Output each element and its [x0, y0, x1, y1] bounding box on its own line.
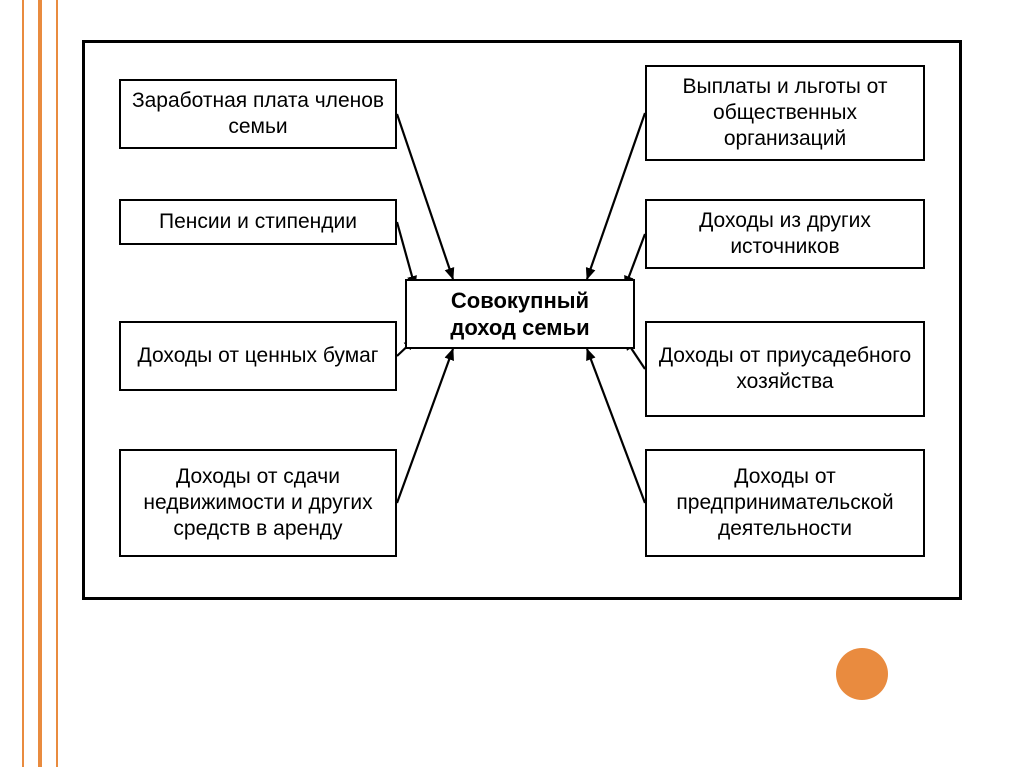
node-label: Доходы из других источников [657, 208, 913, 261]
node-label: Выплаты и льготы от общественных организ… [657, 74, 913, 153]
accent-dot [836, 648, 888, 700]
center-box: Совокупный доход семьи [405, 279, 635, 349]
node-r1: Выплаты и льготы от общественных организ… [645, 65, 925, 161]
node-label: Пенсии и стипендии [159, 209, 357, 235]
node-label: Заработная плата членов семьи [131, 88, 385, 141]
node-label: Доходы от приусадебного хозяйства [657, 343, 913, 396]
node-label: Доходы от ценных бумаг [138, 343, 379, 369]
left-accent-bar-inner [40, 0, 58, 767]
node-l3: Доходы от ценных бумаг [119, 321, 397, 391]
node-label: Доходы от предпринимательской деятельнос… [657, 464, 913, 543]
node-r4: Доходы от предпринимательской деятельнос… [645, 449, 925, 557]
page: Совокупный доход семьи Заработная плата … [0, 0, 1024, 767]
center-label: Совокупный доход семьи [417, 287, 623, 342]
diagram: Совокупный доход семьи Заработная плата … [85, 43, 959, 597]
node-l2: Пенсии и стипендии [119, 199, 397, 245]
node-r2: Доходы из других источников [645, 199, 925, 269]
left-accent-bar-outer [22, 0, 40, 767]
diagram-frame: Совокупный доход семьи Заработная плата … [82, 40, 962, 600]
node-l4: Доходы от сдачи недвижимости и других ср… [119, 449, 397, 557]
node-l1: Заработная плата членов семьи [119, 79, 397, 149]
node-label: Доходы от сдачи недвижимости и других ср… [131, 464, 385, 543]
node-r3: Доходы от приусадебного хозяйства [645, 321, 925, 417]
